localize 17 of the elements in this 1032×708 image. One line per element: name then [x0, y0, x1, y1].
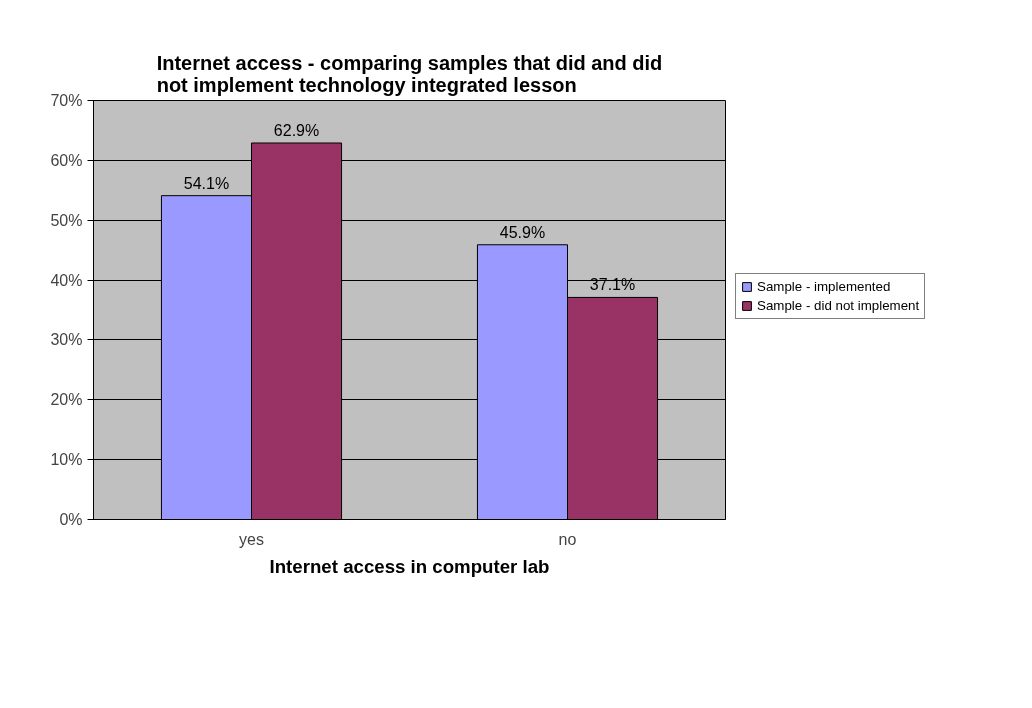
- chart-title: Internet access - comparing samples that did and did not implement technology integrated lesson: [156, 51, 663, 96]
- y-tick-label: 30%: [50, 331, 83, 349]
- data-label: 45.9%: [499, 223, 546, 241]
- y-tick-label: 60%: [50, 151, 83, 169]
- y-tick-label: 40%: [50, 271, 83, 289]
- y-tick-label: 70%: [50, 92, 83, 109]
- x-tick-label: yes: [239, 530, 264, 548]
- legend-label: Sample - did not implement: [757, 298, 920, 313]
- y-tick-label: 0%: [59, 511, 83, 528]
- x-axis-title: Internet access in computer lab: [269, 555, 550, 577]
- data-label: 54.1%: [183, 174, 230, 192]
- y-tick-label: 10%: [50, 451, 83, 469]
- y-tick-label: 50%: [50, 211, 83, 229]
- data-label: 62.9%: [273, 122, 320, 139]
- legend-label: Sample - implemented: [757, 279, 891, 294]
- y-tick-label: 20%: [50, 391, 83, 409]
- x-tick-label: no: [558, 530, 577, 548]
